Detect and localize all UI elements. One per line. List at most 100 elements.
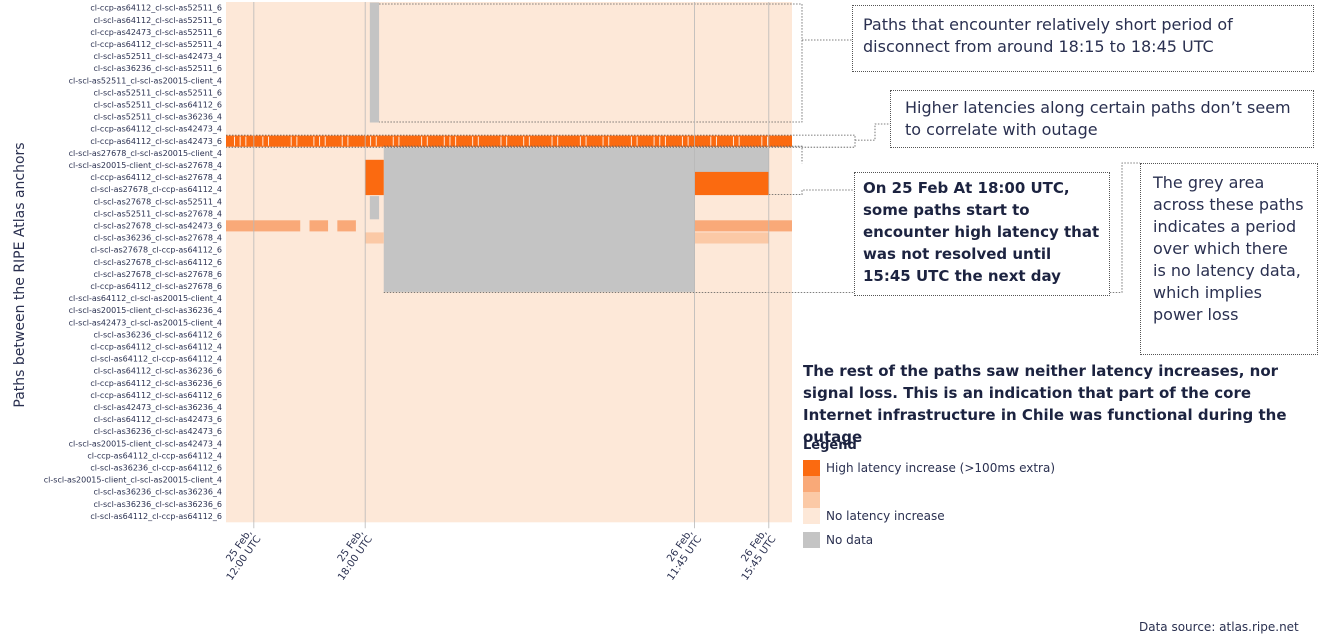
heatmap-gap: [443, 136, 445, 146]
heatmap-gap: [313, 136, 315, 146]
row-label: cl-scl-as20015-client_cl-scl-as42473_4: [69, 439, 222, 448]
heatmap-block-nodata: [383, 147, 695, 292]
heatmap-gap: [528, 136, 530, 146]
row-label: cl-scl-as36236_cl-scl-as36236_4: [94, 488, 223, 497]
heatmap-gap: [245, 136, 247, 146]
heatmap-gap: [472, 136, 474, 146]
row-label: cl-scl-as20015-client_cl-scl-as27678_4: [69, 161, 222, 170]
legend-title: Legend: [803, 438, 857, 453]
legend-swatch-high: [803, 460, 820, 476]
row-label: cl-ccp-as64112_cl-ccp-as64112_4: [87, 451, 222, 460]
heatmap-gap: [375, 136, 377, 146]
row-label: cl-ccp-as64112_cl-scl-as42473_6: [90, 137, 222, 146]
row-label: cl-scl-as27678_cl-ccp-as64112_4: [90, 185, 222, 194]
heatmap-block-medium: [694, 220, 792, 232]
heatmap-gap: [653, 136, 655, 146]
legend-swatch-nodata: [803, 532, 820, 548]
heatmap-block-medium: [337, 220, 356, 232]
row-label: cl-scl-as27678_cl-scl-as64112_6: [94, 258, 223, 267]
row-label: cl-ccp-as64112_cl-scl-as42473_4: [90, 125, 222, 134]
heatmap-gap: [687, 136, 689, 146]
heatmap-gap: [585, 136, 587, 146]
row-label: cl-scl-as52511_cl-scl-as52511_6: [94, 88, 223, 97]
heatmap-block-nodata: [369, 2, 380, 123]
heatmap-gap: [370, 136, 372, 146]
row-label: cl-scl-as27678_cl-scl-as27678_6: [94, 270, 223, 279]
heatmap-gap: [347, 136, 349, 146]
legend-swatch-low: [803, 492, 820, 508]
annotation-latency: Higher latencies along certain paths don…: [890, 90, 1314, 148]
row-label: cl-scl-as64112_cl-ccp-as64112_6: [90, 512, 222, 521]
heatmap-block-low: [365, 232, 384, 244]
heatmap-gap: [602, 136, 604, 146]
row-labels: cl-ccp-as64112_cl-scl-as52511_6 cl-scl-as…: [44, 4, 222, 521]
heatmap-gap: [500, 136, 502, 146]
heatmap-block-nodata: [369, 196, 380, 220]
heatmap-gap: [608, 136, 610, 146]
row-label: cl-scl-as42473_cl-scl-as20015-client_4: [69, 318, 222, 327]
heatmap-block-high: [365, 159, 384, 196]
heatmap-gap: [551, 136, 553, 146]
row-label: cl-ccp-as64112_cl-scl-as36236_6: [90, 379, 222, 388]
heatmap-gap: [398, 136, 400, 146]
annotation-disconnect: Paths that encounter relatively short pe…: [852, 5, 1314, 72]
heatmap-gap: [506, 136, 508, 146]
legend-item-high: High latency increase (>100ms extra): [803, 460, 1103, 476]
heatmap-gap: [579, 136, 581, 146]
heatmap-gap: [738, 136, 740, 146]
row-label: cl-scl-as64112_cl-ccp-as64112_4: [90, 355, 222, 364]
heatmap-gap: [319, 136, 321, 146]
heatmap-gap: [234, 136, 235, 146]
heatmap-gap: [296, 136, 298, 146]
heatmap-gap: [681, 136, 683, 146]
row-label: cl-scl-as52511_cl-scl-as20015-client_4: [69, 76, 222, 85]
row-label: cl-scl-as64112_cl-scl-as52511_6: [94, 16, 223, 25]
row-label: cl-scl-as36236_cl-scl-as36236_6: [94, 500, 223, 509]
row-label: cl-scl-as36236_cl-scl-as64112_6: [94, 330, 223, 339]
row-label: cl-scl-as27678_cl-ccp-as64112_6: [90, 246, 222, 255]
row-label: cl-scl-as36236_cl-scl-as52511_6: [94, 64, 223, 73]
legend-label-high: High latency increase (>100ms extra): [826, 461, 1056, 475]
row-label: cl-scl-as36236_cl-ccp-as64112_6: [90, 464, 222, 473]
row-label: cl-scl-as20015-client_cl-scl-as20015-cli…: [44, 476, 222, 485]
legend-label-nodata: No data: [826, 533, 874, 547]
heatmap-block-medium: [309, 220, 329, 232]
row-label: cl-scl-as64112_cl-scl-as36236_6: [94, 367, 223, 376]
row-label: cl-ccp-as64112_cl-scl-as64112_4: [90, 343, 222, 352]
x-tick-label: 25 Feb,18:00 UTC: [336, 528, 375, 583]
row-label: cl-ccp-as64112_cl-scl-as27678_4: [90, 173, 222, 182]
legend-swatch-medium: [803, 476, 820, 492]
row-label: cl-ccp-as42473_cl-scl-as52511_6: [90, 28, 222, 37]
row-label: cl-ccp-as64112_cl-scl-as52511_4: [90, 40, 222, 49]
grey-area-leader: [383, 162, 1140, 293]
row-label: cl-scl-as52511_cl-scl-as36236_4: [94, 113, 223, 122]
heatmap-gap: [239, 136, 241, 146]
legend-item-none: No latency increase: [803, 508, 1103, 524]
legend-item-nodata: No data: [803, 532, 1103, 548]
annotation-rest: The rest of the paths saw neither latenc…: [803, 362, 1287, 446]
heatmap-gap: [636, 136, 638, 146]
row-label: cl-scl-as27678_cl-scl-as20015-client_4: [69, 149, 222, 158]
row-label: cl-scl-as64112_cl-scl-as42473_6: [94, 415, 223, 424]
heatmap-gap: [392, 136, 394, 146]
annotation-leaders: [226, 3, 1140, 293]
heatmap-gap: [659, 136, 661, 146]
grey-area-outline: [383, 145, 803, 164]
latency-leader: [855, 123, 890, 141]
annotation-grey-area: The grey area across these paths indicat…: [1140, 163, 1318, 355]
x-tick-label: 26 Feb,11:45 UTC: [665, 528, 704, 583]
row-label: cl-ccp-as64112_cl-scl-as52511_6: [90, 4, 222, 13]
heatmap-gap: [761, 136, 763, 146]
heatmap-gap: [664, 136, 666, 146]
heatmap-gap: [290, 136, 292, 146]
data-source: Data source: atlas.ripe.net: [1139, 620, 1299, 634]
row-label: cl-scl-as20015-client_cl-scl-as36236_4: [69, 306, 222, 315]
high-latency-leader: [768, 189, 854, 196]
heatmap-block-high: [694, 171, 769, 196]
heatmap-gap: [341, 136, 343, 146]
legend-swatch-none: [803, 508, 820, 524]
heatmap-gap: [630, 136, 632, 146]
heatmap-gap: [268, 136, 270, 146]
row-label: cl-ccp-as64112_cl-scl-as64112_6: [90, 391, 222, 400]
row-label: cl-scl-as27678_cl-scl-as52511_4: [94, 197, 223, 206]
